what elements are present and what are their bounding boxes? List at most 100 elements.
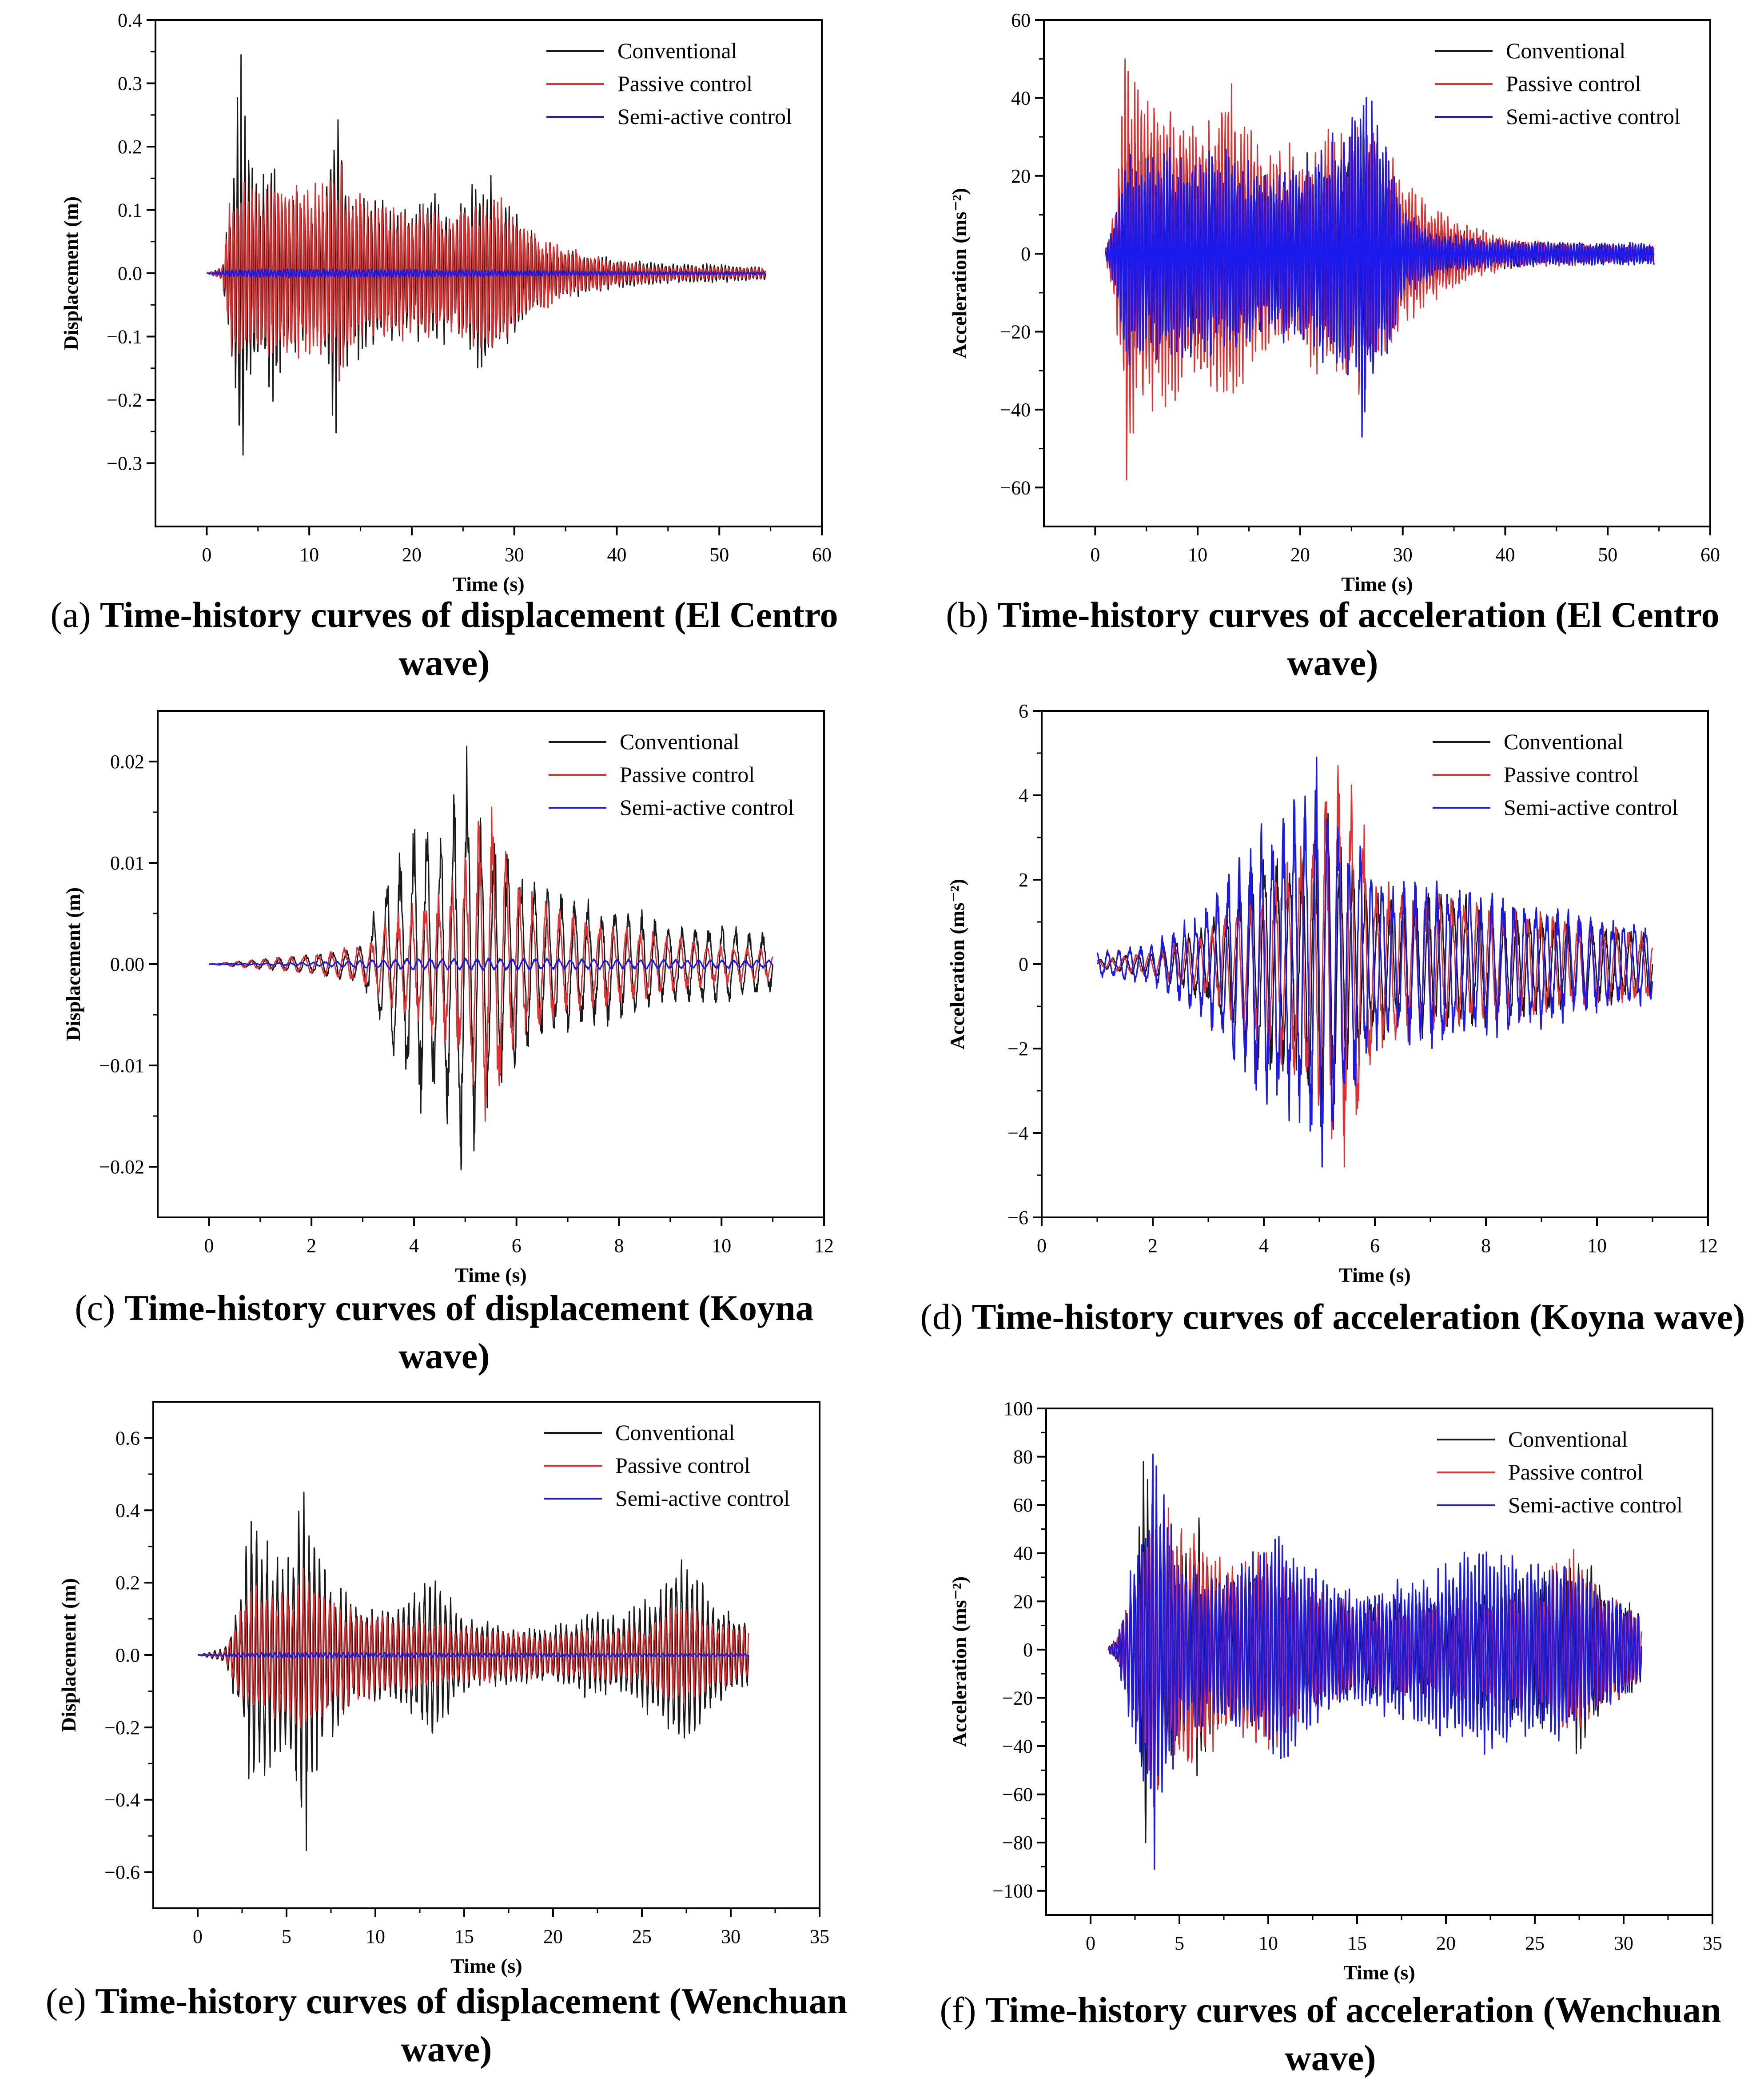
x-axis-label: Time (s) — [450, 1954, 522, 1977]
plot-frame — [1043, 19, 1711, 527]
y-tick-label: 0.4 — [115, 1500, 140, 1521]
y-tick-label: 80 — [1013, 1446, 1033, 1468]
y-tick-label: −0.1 — [107, 326, 142, 348]
chart-f: 0 5 10 15 20 25 30 35 −100 −80 −60 −40 −20 0 20 40 60 80 1… — [948, 1398, 1722, 1984]
y-tick-label: 60 — [1013, 1494, 1033, 1516]
y-tick-label: −40 — [1000, 399, 1031, 421]
x-tick-label: 40 — [607, 544, 626, 566]
y-tick-label: 0.02 — [110, 751, 144, 773]
y-tick-label: 6 — [1019, 700, 1028, 722]
x-tick-label: 8 — [1481, 1235, 1491, 1256]
y-tick-label: −0.3 — [107, 453, 142, 475]
legend-label-semi-active-control: Semi-active control — [615, 1486, 790, 1511]
y-tick-label: 0.2 — [115, 1572, 140, 1594]
y-tick-label: −60 — [1002, 1784, 1033, 1806]
caption-e: (e) Time-history curves of displacement … — [45, 1981, 848, 2069]
legend-label-passive-control: Passive control — [1506, 71, 1641, 96]
x-tick-label: 20 — [402, 544, 422, 566]
y-tick-label: −40 — [1002, 1735, 1033, 1757]
x-tick-label: 50 — [709, 544, 729, 566]
x-tick-label: 30 — [1614, 1932, 1633, 1954]
x-tick-label: 12 — [814, 1235, 834, 1256]
y-tick-label: −20 — [1002, 1687, 1033, 1709]
x-tick-label: 10 — [1188, 544, 1207, 566]
chart-b: 0 10 20 30 40 50 60 −60 −40 −20 0 20 40 60 Time (s) Acc… — [948, 9, 1720, 595]
y-axis-label: Acceleration (ms⁻²) — [946, 879, 968, 1049]
x-tick-label: 0 — [193, 1926, 203, 1947]
y-tick-label: −20 — [1000, 321, 1031, 343]
y-tick-label: −0.01 — [99, 1055, 144, 1077]
x-tick-label: 0 — [204, 1235, 214, 1256]
y-tick-label: 4 — [1019, 785, 1028, 806]
y-tick-label: 0.6 — [115, 1427, 140, 1449]
y-tick-label: −2 — [1007, 1038, 1028, 1060]
x-tick-label: 8 — [614, 1235, 624, 1256]
series-group — [1104, 58, 1655, 481]
y-tick-label: 20 — [1011, 165, 1031, 187]
x-tick-label: 0 — [202, 544, 211, 566]
x-tick-label: 50 — [1598, 544, 1617, 566]
y-tick-label: −80 — [1002, 1832, 1033, 1854]
y-tick-label: 0.2 — [118, 136, 142, 158]
y-axis-label: Displacement (m) — [62, 887, 84, 1041]
legend-label-passive-control: Passive control — [1508, 1460, 1643, 1484]
legend-label-conventional: Conventional — [1506, 38, 1625, 63]
x-tick-label: 15 — [454, 1926, 474, 1947]
series-line-passive-control — [206, 164, 766, 382]
caption-a: (a) Time-history curves of displacement … — [50, 594, 838, 683]
legend-label-semi-active-control: Semi-active control — [617, 104, 792, 129]
legend-label-conventional: Conventional — [615, 1420, 735, 1445]
y-tick-label: −6 — [1007, 1207, 1028, 1228]
x-tick-label: 5 — [1175, 1932, 1184, 1954]
x-tick-label: 0 — [1086, 1932, 1095, 1954]
x-tick-label: 15 — [1347, 1932, 1367, 1954]
x-tick-label: 12 — [1698, 1235, 1718, 1256]
series-line-conventional — [197, 1492, 749, 1851]
x-tick-label: 0 — [1037, 1235, 1047, 1256]
x-axis-label: Time (s) — [1341, 573, 1413, 595]
series-line-semi-active-control — [1104, 97, 1655, 438]
x-axis-label: Time (s) — [455, 1264, 526, 1286]
x-tick-label: 30 — [1393, 544, 1413, 566]
legend-label-semi-active-control: Semi-active control — [1508, 1492, 1683, 1517]
series-line-semi-active-control — [1096, 756, 1653, 1168]
x-tick-label: 6 — [512, 1235, 522, 1256]
y-tick-label: 20 — [1013, 1591, 1033, 1612]
legend-label-conventional: Conventional — [620, 729, 739, 754]
caption-d: (d) Time-history curves of acceleration … — [920, 1296, 1745, 1337]
x-tick-label: 20 — [1290, 544, 1310, 566]
caption-c: (c) Time-history curves of displacement … — [75, 1288, 814, 1376]
x-tick-label: 20 — [543, 1926, 563, 1947]
x-tick-label: 2 — [307, 1235, 316, 1256]
x-tick-label: 20 — [1436, 1932, 1456, 1954]
y-tick-label: 100 — [1003, 1398, 1033, 1420]
x-tick-label: 4 — [409, 1235, 419, 1256]
x-tick-label: 60 — [1700, 544, 1720, 566]
x-axis-label: Time (s) — [1339, 1264, 1410, 1286]
y-tick-label: 0.1 — [118, 199, 142, 221]
y-tick-label: −0.2 — [104, 1717, 140, 1739]
y-tick-label: 0 — [1021, 243, 1031, 265]
y-tick-label: 0.4 — [118, 9, 142, 31]
y-axis-label: Displacement (m) — [57, 1578, 80, 1732]
x-tick-label: 10 — [1587, 1235, 1607, 1256]
y-tick-label: −60 — [1000, 477, 1031, 499]
y-tick-label: −100 — [992, 1880, 1033, 1902]
series-line-semi-active-control — [208, 957, 774, 971]
x-tick-label: 40 — [1495, 544, 1515, 566]
series-group — [206, 54, 766, 456]
x-tick-label: 30 — [505, 544, 524, 566]
y-tick-label: 0.01 — [110, 852, 144, 874]
y-axis-label: Acceleration (ms⁻²) — [948, 1576, 971, 1747]
y-tick-label: 0 — [1023, 1639, 1033, 1661]
legend-label-passive-control: Passive control — [1504, 762, 1639, 787]
series-line-passive-control — [197, 1567, 749, 1728]
legend-label-semi-active-control: Semi-active control — [1504, 795, 1678, 820]
chart-a: 0 10 20 30 40 50 60 −0.3 −0.2 −0.1 0.0 0.1 0.2 0.3 0.4… — [60, 9, 832, 595]
y-tick-label: 0.3 — [118, 73, 142, 95]
y-tick-label: 0.00 — [110, 953, 144, 975]
y-tick-label: 40 — [1011, 87, 1031, 109]
y-axis-label: Displacement (m) — [60, 196, 82, 350]
x-tick-label: 10 — [299, 544, 319, 566]
